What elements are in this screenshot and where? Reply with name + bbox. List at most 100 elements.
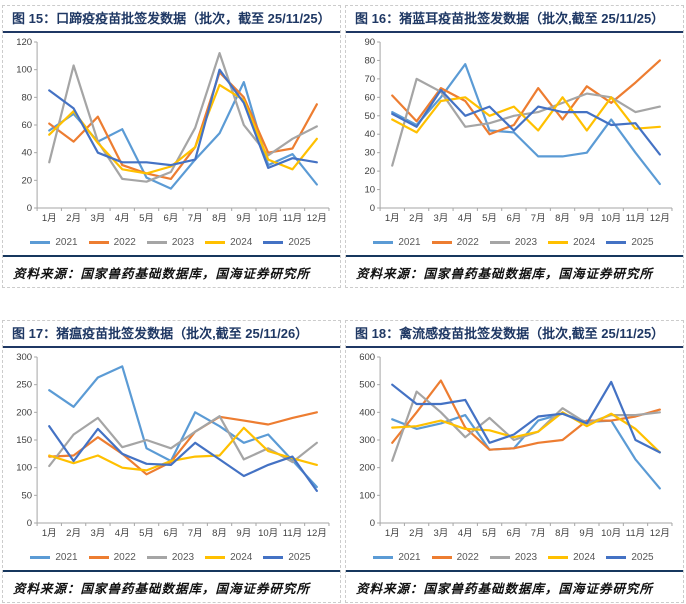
legend-item-2021: 2021 — [373, 237, 421, 248]
svg-text:50: 50 — [21, 490, 32, 501]
chart-legend-15: 2021 2022 2023 2024 2025 — [5, 230, 336, 254]
legend-line-swatch — [263, 240, 284, 244]
legend-item-2021: 2021 — [30, 237, 78, 248]
svg-text:120: 120 — [16, 37, 32, 48]
svg-text:200: 200 — [359, 463, 375, 474]
svg-text:9月: 9月 — [579, 528, 594, 539]
legend-item-2021: 2021 — [373, 551, 421, 563]
svg-text:11月: 11月 — [283, 528, 302, 539]
svg-text:50: 50 — [364, 111, 375, 122]
legend-item-2023: 2023 — [146, 237, 194, 248]
legend-item-2025: 2025 — [606, 551, 654, 563]
legend-line-swatch — [548, 555, 569, 559]
legend-label: 2023 — [514, 236, 538, 248]
svg-text:0: 0 — [370, 203, 375, 214]
legend-label: 2021 — [398, 551, 421, 563]
svg-text:250: 250 — [16, 380, 32, 391]
svg-text:9月: 9月 — [579, 213, 594, 224]
legend-line-swatch — [606, 240, 627, 244]
svg-text:2月: 2月 — [409, 213, 424, 224]
legend-item-2022: 2022 — [88, 551, 136, 563]
legend-line-swatch — [431, 555, 452, 559]
svg-text:5月: 5月 — [139, 213, 154, 224]
svg-text:6月: 6月 — [506, 528, 521, 539]
source-note-15: 资料来源：国家兽药基础数据库，国海证券研究所 — [3, 255, 340, 287]
svg-text:4月: 4月 — [458, 528, 473, 539]
legend-line-swatch — [263, 555, 284, 559]
legend-item-2023: 2023 — [489, 551, 538, 563]
svg-text:11月: 11月 — [626, 213, 645, 224]
line-chart-15: 0 20 40 60 80 100 120 1月 2月 3月 4月 5月 6月 7月 8月 9月 10月 11月 1… — [3, 33, 340, 255]
svg-text:4月: 4月 — [115, 213, 130, 224]
svg-text:500: 500 — [359, 380, 375, 391]
svg-text:10月: 10月 — [258, 528, 278, 539]
legend-label: 2022 — [113, 236, 136, 248]
svg-text:1月: 1月 — [385, 528, 400, 539]
legend-line-swatch — [431, 240, 452, 244]
legend-label: 2022 — [456, 551, 479, 563]
svg-text:20: 20 — [21, 175, 32, 186]
svg-text:60: 60 — [21, 120, 32, 131]
svg-text:90: 90 — [364, 37, 375, 48]
svg-text:3月: 3月 — [90, 528, 105, 539]
svg-text:0: 0 — [370, 518, 375, 529]
legend-label: 2025 — [631, 551, 654, 563]
svg-text:20: 20 — [364, 166, 375, 177]
svg-text:10月: 10月 — [601, 528, 621, 539]
svg-text:6月: 6月 — [163, 213, 178, 224]
legend-label: 2022 — [456, 236, 479, 248]
chart-legend-17: 2021 2022 2023 2024 2025 — [5, 545, 336, 569]
svg-text:100: 100 — [359, 490, 375, 501]
legend-item-2024: 2024 — [548, 237, 595, 248]
chart-legend-18: 2021 2022 2023 2024 2025 — [348, 545, 679, 569]
svg-text:40: 40 — [21, 148, 32, 159]
svg-text:3月: 3月 — [433, 528, 448, 539]
legend-label: 2024 — [230, 551, 253, 563]
svg-text:5月: 5月 — [482, 213, 497, 224]
svg-text:8月: 8月 — [212, 213, 227, 224]
legend-item-2024: 2024 — [548, 552, 595, 563]
legend-label: 2023 — [514, 551, 538, 563]
legend-line-swatch — [88, 555, 109, 559]
figure-title-16: 图 16：猪蓝耳疫苗批签发数据（批次,截至 25/11/25） — [346, 6, 683, 33]
svg-text:150: 150 — [16, 435, 32, 446]
legend-item-2022: 2022 — [431, 551, 479, 563]
source-note-16: 资料来源：国家兽药基础数据库，国海证券研究所 — [346, 255, 683, 287]
svg-text:11月: 11月 — [283, 213, 302, 224]
source-note-17: 资料来源：国家兽药基础数据库，国海证券研究所 — [3, 570, 340, 602]
svg-text:1月: 1月 — [42, 528, 57, 539]
line-chart-16: 0 10 20 30 40 50 60 70 80 90 1月 2月 3月 4月 5月 6月 7月 8月 9月 10月… — [346, 33, 683, 255]
svg-text:5月: 5月 — [139, 528, 154, 539]
chart-canvas-18: 0 100 200 300 400 500 600 1月 2月 3月 4月 5月 6月 7月 8月 9月 10月… — [359, 352, 673, 539]
svg-text:2月: 2月 — [66, 528, 81, 539]
figure-panel-16: 图 16：猪蓝耳疫苗批签发数据（批次,截至 25/11/25） 0 10 20 30 4… — [345, 5, 684, 288]
svg-text:2月: 2月 — [66, 213, 81, 224]
figure-panel-18: 图 18：禽流感疫苗批签发数据（批次,截至 25/11/25） 0 100 200 3… — [345, 320, 684, 603]
legend-line-swatch — [373, 555, 394, 559]
svg-text:12月: 12月 — [650, 528, 670, 539]
legend-item-2025: 2025 — [263, 552, 311, 563]
legend-item-2024: 2024 — [205, 552, 252, 563]
figure-panel-17: 图 17：猪瘟疫苗批签发数据（批次,截至 25/11/26） 0 50 100 150… — [2, 320, 341, 603]
svg-text:11月: 11月 — [626, 528, 645, 539]
legend-item-2022: 2022 — [431, 236, 479, 248]
chart-canvas-17: 0 50 100 150 200 250 300 1月 2月 3月 4月 5月 6月 7月 8月 9月 10月 1… — [16, 352, 330, 539]
legend-line-swatch — [489, 240, 510, 244]
svg-text:8月: 8月 — [555, 528, 570, 539]
svg-text:40: 40 — [364, 129, 375, 140]
legend-line-swatch — [205, 240, 226, 244]
svg-text:12月: 12月 — [307, 528, 327, 539]
legend-label: 2021 — [55, 551, 78, 563]
svg-text:12月: 12月 — [307, 213, 327, 224]
legend-item-2025: 2025 — [606, 237, 654, 248]
legend-line-swatch — [606, 555, 627, 559]
svg-text:12月: 12月 — [650, 213, 670, 224]
legend-item-2025: 2025 — [263, 237, 311, 248]
legend-line-swatch — [205, 555, 226, 559]
legend-label: 2022 — [113, 551, 136, 563]
svg-text:7月: 7月 — [531, 528, 546, 539]
svg-text:600: 600 — [359, 352, 375, 363]
legend-label: 2023 — [171, 551, 195, 563]
legend-line-swatch — [146, 240, 167, 244]
svg-text:10: 10 — [364, 185, 375, 196]
